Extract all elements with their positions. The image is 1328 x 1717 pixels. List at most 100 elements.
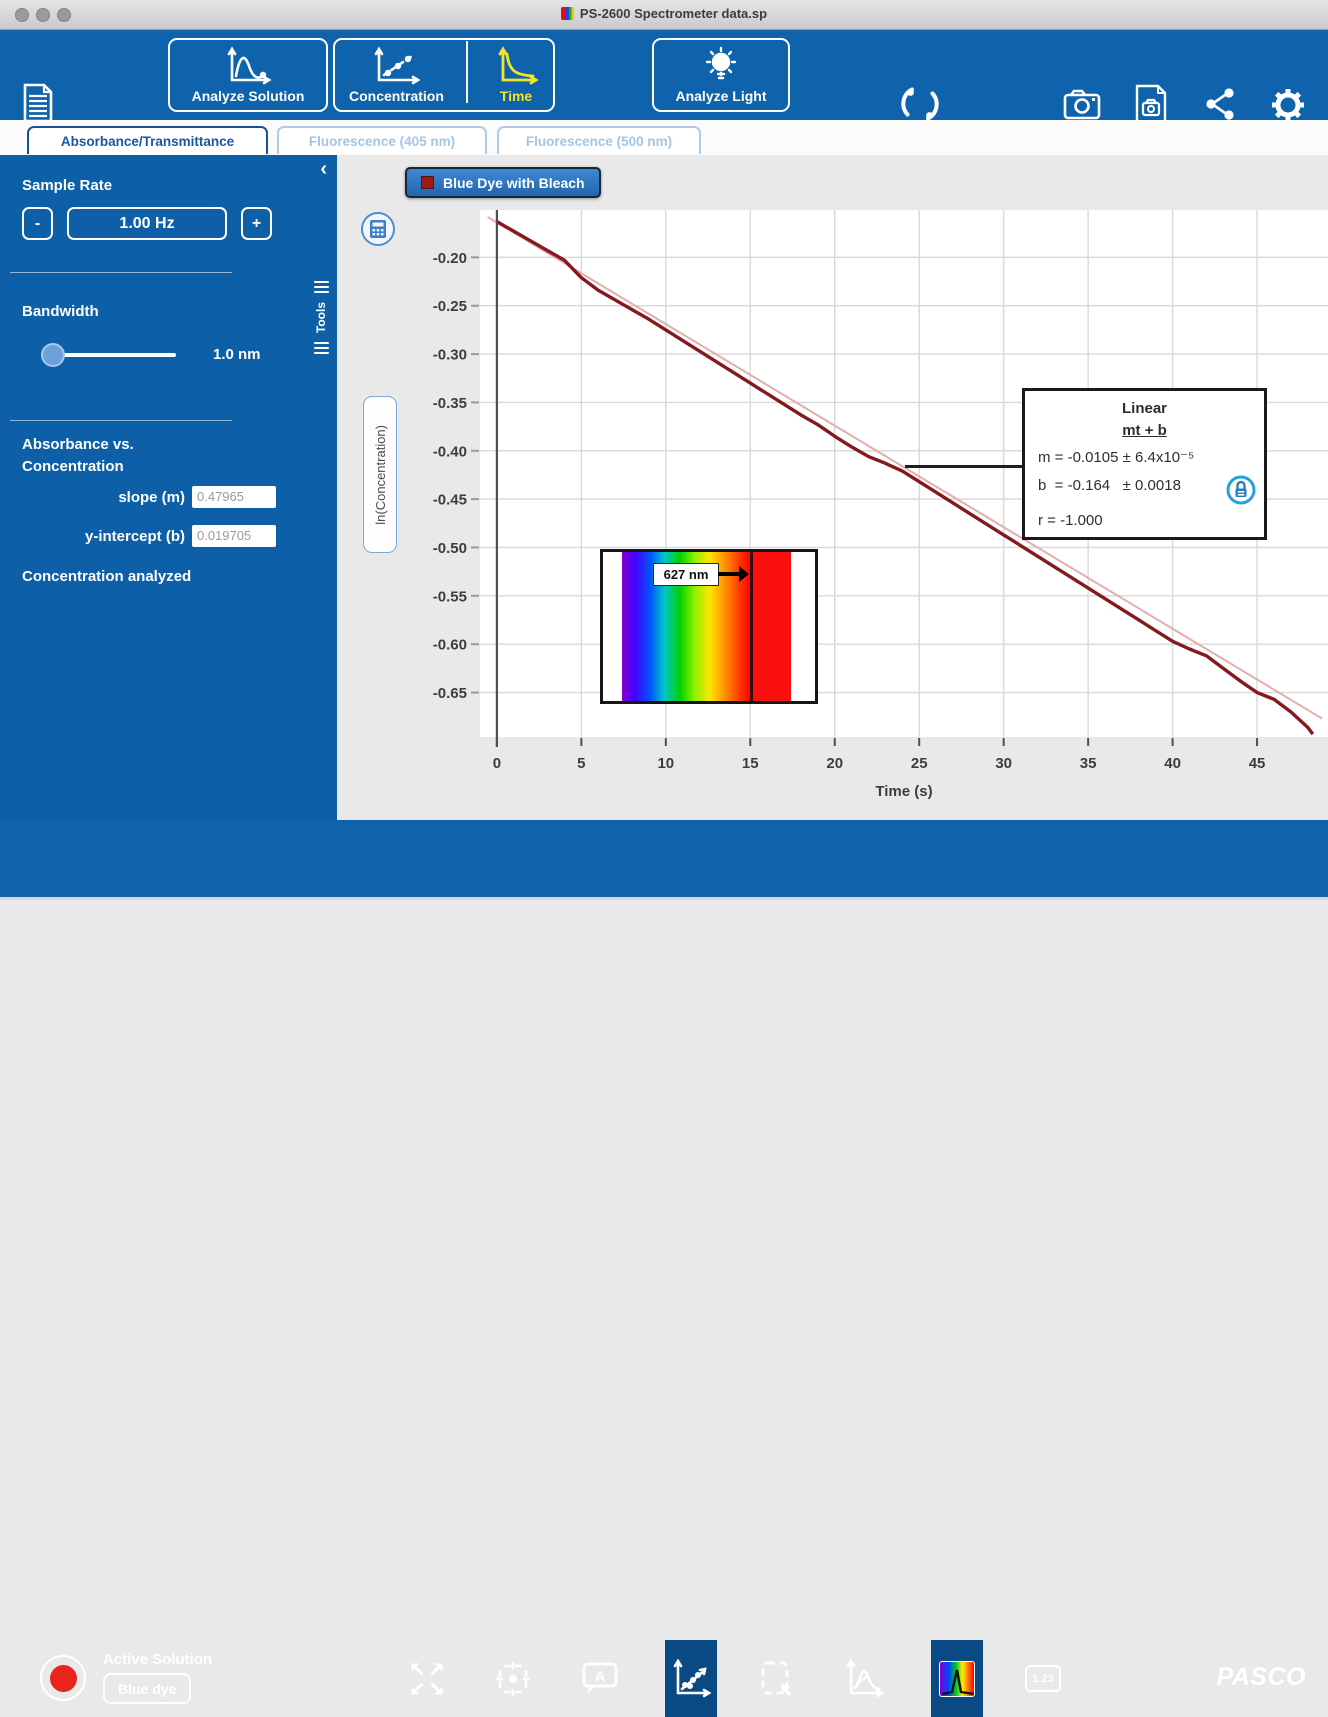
tab-label: Fluorescence (500 nm) [525, 133, 673, 149]
slope-label: slope (m) [118, 489, 185, 506]
fit-callout-connector [905, 465, 1024, 468]
annotation-tool-button[interactable]: A [574, 1640, 626, 1717]
collapse-chevron-icon[interactable]: ‹ [320, 158, 327, 180]
curve-fit-tool-button[interactable] [665, 1640, 717, 1717]
crosshair-icon [496, 1661, 530, 1696]
y-intercept-label: y-intercept (b) [84, 528, 185, 545]
peak-analysis-icon [846, 1658, 885, 1697]
x-tick-label: 30 [995, 755, 1012, 772]
abs-vs-conc-title-1: Absorbance vs. [22, 436, 134, 453]
slope-field[interactable]: 0.47965 [192, 486, 276, 508]
share-button[interactable] [1202, 86, 1238, 122]
selection-tool-button[interactable] [751, 1640, 803, 1717]
curve-fit-icon [673, 1658, 712, 1697]
sample-rate-label: Sample Rate [22, 177, 113, 194]
crosshair-tool-button[interactable] [487, 1640, 539, 1717]
peak-analysis-tool-button[interactable] [838, 1640, 890, 1717]
fit-b-line: b = -0.164 ± 0.0018 [1038, 477, 1181, 494]
fit-title: Linear [1121, 400, 1167, 417]
concentration-button[interactable]: Concentration [349, 46, 444, 104]
y-tick-label: -0.20 [433, 250, 467, 267]
x-axis-label: Time (s) [875, 783, 932, 800]
tab-bar: Absorbance/Transmittance Fluorescence (4… [0, 120, 1328, 155]
scale-to-fit-icon [411, 1663, 443, 1694]
analyze-light-icon [705, 46, 737, 80]
spectrum-overlay[interactable]: 627 nm [600, 549, 818, 704]
app-icon [560, 7, 574, 20]
tab-fluorescence-405[interactable]: Fluorescence (405 nm) [277, 126, 487, 154]
data-display-tool-button[interactable]: 1.23 [1017, 1640, 1069, 1717]
y-tick-label: -0.65 [433, 685, 467, 702]
window-minimize-button[interactable] [36, 8, 50, 22]
bandwidth-slider-knob[interactable] [41, 343, 65, 367]
analyze-solution-icon [227, 46, 272, 85]
tab-label: Absorbance/Transmittance [60, 133, 235, 149]
data-display-icon: 1.23 [1025, 1665, 1061, 1692]
camera-icon [1063, 89, 1101, 120]
y-axis-label-button[interactable]: ln(Concentration) [363, 396, 397, 553]
x-tick-label: 40 [1164, 755, 1181, 772]
sample-rate-value[interactable]: 1.00 Hz [67, 207, 227, 240]
time-icon [498, 46, 539, 85]
window-title: PS-2600 Spectrometer data.sp [0, 6, 1328, 21]
x-tick-label: 35 [1080, 755, 1097, 772]
tools-handle-label: Tools [314, 302, 328, 334]
window-zoom-button[interactable] [57, 8, 71, 22]
y-tick-label: -0.30 [433, 347, 467, 364]
analyze-light-button[interactable]: Analyze Light [652, 38, 790, 112]
sample-rate-increase-button[interactable]: + [241, 207, 272, 240]
snapshot-camera-button[interactable] [1062, 86, 1102, 122]
wavelength-cursor-line[interactable] [750, 552, 753, 701]
legend-label: Blue Dye with Bleach [443, 174, 585, 191]
y-tick-label: -0.60 [433, 637, 467, 654]
tab-absorbance-transmittance[interactable]: Absorbance/Transmittance [27, 126, 268, 154]
calculator-icon [370, 220, 386, 238]
time-button[interactable]: Time [491, 46, 541, 104]
lock-button[interactable] [1226, 475, 1256, 505]
x-tick-label: 10 [657, 755, 674, 772]
analyze-solution-button[interactable]: Analyze Solution [168, 38, 328, 112]
settings-button[interactable] [1268, 85, 1308, 125]
y-tick-label: -0.40 [433, 443, 467, 460]
graph-display: -0.20 -0.25 -0.30 -0.35 -0.40 -0.45 -0.50 -0.55… [337, 155, 1328, 820]
run-legend[interactable]: Blue Dye with Bleach [405, 167, 601, 198]
journal-button[interactable] [18, 80, 58, 126]
data-curve [496, 220, 1315, 736]
bandwidth-slider-track[interactable] [50, 353, 176, 357]
legend-swatch [421, 176, 434, 189]
analyze-solution-label: Analyze Solution [191, 88, 305, 104]
concentration-label: Concentration [349, 88, 444, 104]
scale-to-fit-button[interactable] [401, 1640, 453, 1717]
window-edge [0, 897, 1328, 900]
sync-icon [901, 87, 939, 121]
journal-snapshot-icon [1135, 84, 1167, 124]
y-intercept-field[interactable]: 0.019705 [192, 525, 276, 547]
share-icon [1206, 88, 1234, 120]
record-icon [49, 1664, 77, 1692]
wavelength-label: 627 nm [653, 563, 719, 586]
spectrum-tool-button[interactable] [931, 1640, 983, 1717]
abs-vs-conc-title-2: Concentration [22, 458, 124, 475]
y-tick-label: -0.45 [433, 492, 467, 509]
tools-drawer-handle[interactable]: Tools [308, 281, 334, 355]
window-close-button[interactable] [15, 8, 29, 22]
bandwidth-value: 1.0 nm [213, 346, 261, 363]
wavelength-arrow [718, 572, 741, 576]
x-tick-label: 5 [577, 755, 585, 772]
annotation-icon: A [582, 1662, 618, 1694]
record-button[interactable] [40, 1655, 86, 1701]
active-solution-button[interactable]: Blue dye [103, 1673, 192, 1704]
calculator-button[interactable] [361, 212, 395, 246]
spectrum-tool-icon [939, 1660, 975, 1697]
spectrum-red-band [753, 552, 791, 701]
journal-icon [23, 83, 53, 123]
sample-rate-decrease-button[interactable]: - [22, 207, 53, 240]
fit-line [487, 216, 1323, 720]
sync-button[interactable] [896, 80, 944, 128]
y-tick-label: -0.25 [433, 298, 467, 315]
analyze-light-label: Analyze Light [675, 88, 767, 104]
linear-fit-annotation[interactable]: Linear mt + b m = -0.0105 ± 6.4x10⁻⁵ b =… [1022, 388, 1267, 540]
tab-fluorescence-500[interactable]: Fluorescence (500 nm) [497, 126, 701, 154]
journal-snapshot-button[interactable] [1132, 83, 1170, 125]
selection-box-icon [761, 1661, 791, 1696]
